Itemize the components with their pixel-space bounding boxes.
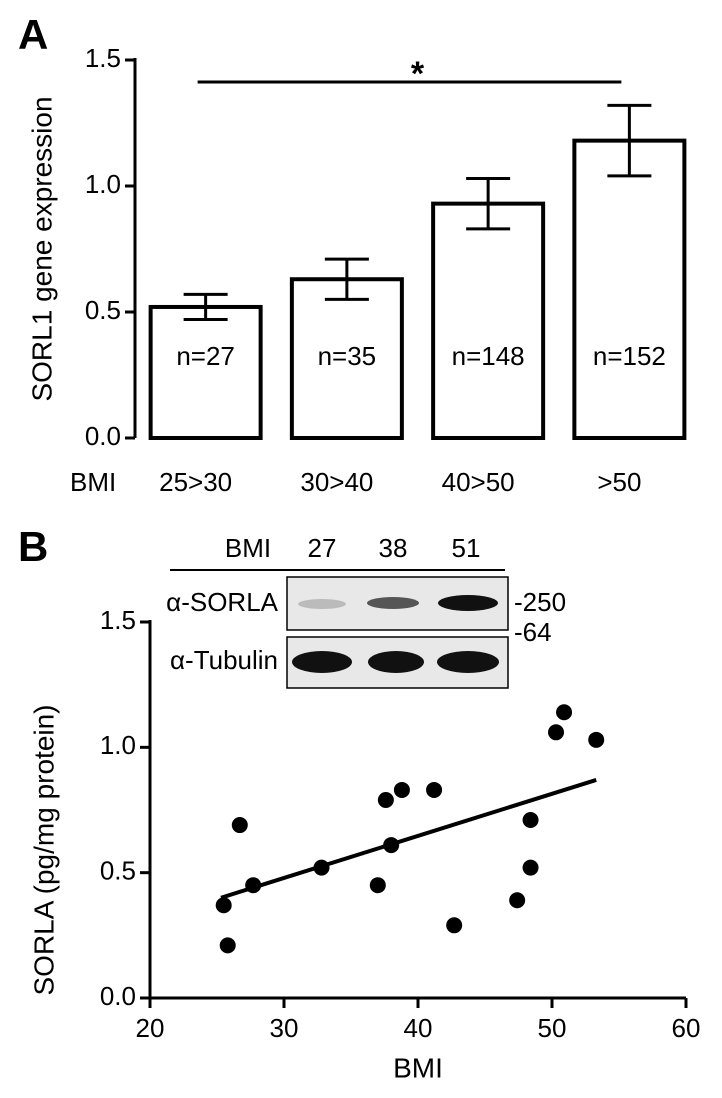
- y-axis-label: SORL1 gene expression: [26, 96, 57, 401]
- point: [215, 897, 232, 914]
- inset-label: BMI: [225, 533, 271, 563]
- bar-label: n=35: [318, 341, 377, 371]
- lane-label: 27: [308, 533, 337, 563]
- blot-band: [437, 651, 499, 673]
- blot-band: [367, 597, 419, 609]
- fit-line: [220, 778, 597, 900]
- size-marker: -250: [514, 587, 566, 617]
- point: [548, 724, 565, 741]
- y-tick-label: 1.0: [100, 730, 136, 760]
- y-tick-label: 0.0: [85, 421, 121, 451]
- x-tick-label: 30>40: [300, 467, 373, 497]
- x-tick-label: 30: [270, 1013, 299, 1043]
- point: [245, 877, 262, 894]
- size-marker: -64: [514, 617, 552, 647]
- bar-label: n=148: [452, 341, 525, 371]
- bar: [572, 138, 687, 440]
- y-tick-label: 0.0: [100, 981, 136, 1011]
- point: [522, 859, 539, 876]
- point: [588, 731, 605, 748]
- point: [219, 937, 236, 954]
- significance-mark: *: [411, 55, 425, 93]
- x-tick-label: >50: [597, 467, 641, 497]
- blot-band: [368, 651, 424, 673]
- point: [231, 817, 248, 834]
- error-bar: [607, 103, 652, 178]
- x-tick-label: 25>30: [159, 467, 232, 497]
- point: [446, 917, 463, 934]
- lane-label: 51: [452, 533, 481, 563]
- error-bar: [466, 176, 511, 231]
- point: [313, 859, 330, 876]
- error-bar: [183, 292, 228, 322]
- bar: [431, 201, 546, 440]
- blot-row-label: α-Tubulin: [170, 645, 278, 675]
- point: [393, 781, 410, 798]
- lane-label: 38: [379, 533, 408, 563]
- point: [369, 877, 386, 894]
- blot-row-label: α-SORLA: [166, 587, 278, 617]
- bar-label: n=27: [176, 341, 235, 371]
- bar: [289, 277, 404, 440]
- x-tick-label: 50: [538, 1013, 567, 1043]
- y-tick-label: 1.5: [100, 605, 136, 635]
- bar-label: n=152: [593, 341, 666, 371]
- y-tick-label: 1.0: [85, 169, 121, 199]
- point: [556, 704, 573, 721]
- x-tick-label: 60: [672, 1013, 701, 1043]
- point: [522, 812, 539, 829]
- point: [383, 837, 400, 854]
- panel-label: B: [18, 523, 48, 570]
- western-blot: [170, 569, 509, 689]
- x-axis-label: BMI: [393, 1052, 443, 1083]
- x-axis-label: BMI: [70, 467, 116, 497]
- blot-band: [438, 595, 498, 611]
- y-tick-label: 0.5: [85, 295, 121, 325]
- x-tick-label: 20: [136, 1013, 165, 1043]
- y-tick-label: 1.5: [85, 43, 121, 73]
- blot-band: [292, 651, 352, 673]
- point: [426, 781, 443, 798]
- error-bar: [324, 257, 369, 301]
- y-axis-label: SORLA (pg/mg protein): [28, 704, 59, 995]
- panel-label: A: [18, 11, 48, 58]
- x-tick-label: 40: [404, 1013, 433, 1043]
- y-tick-label: 0.5: [100, 856, 136, 886]
- bar: [148, 304, 263, 440]
- point: [509, 892, 526, 909]
- blot-band: [298, 599, 346, 609]
- point: [377, 791, 394, 808]
- x-tick-label: 40>50: [442, 467, 515, 497]
